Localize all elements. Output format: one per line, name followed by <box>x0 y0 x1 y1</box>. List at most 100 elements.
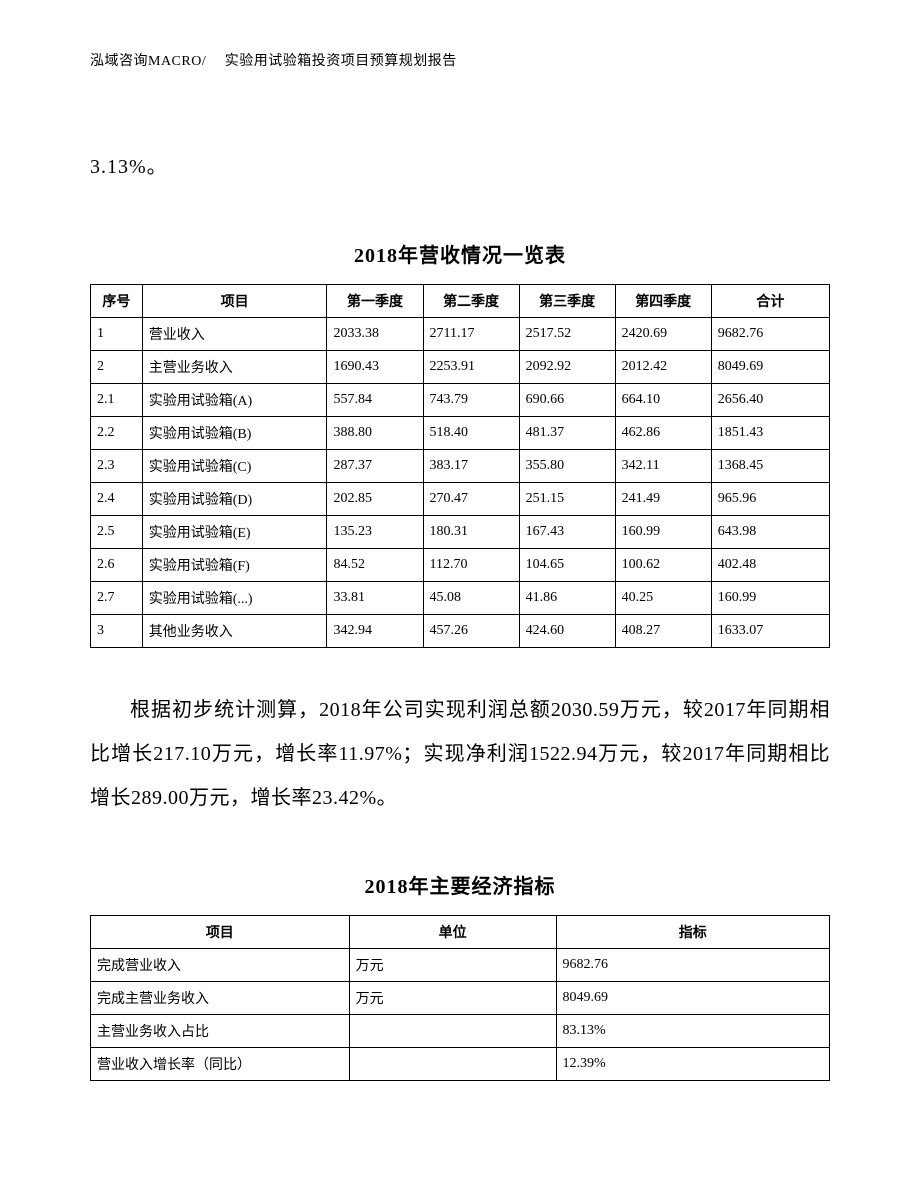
table-cell: 83.13% <box>556 1015 829 1048</box>
page-header: 泓域咨询MACRO/ 实验用试验箱投资项目预算规划报告 <box>90 50 830 70</box>
table-cell: 2253.91 <box>423 351 519 384</box>
table-cell: 643.98 <box>711 516 829 549</box>
table-cell: 402.48 <box>711 549 829 582</box>
table-row: 完成营业收入万元9682.76 <box>91 949 830 982</box>
table-row: 3其他业务收入342.94457.26424.60408.271633.07 <box>91 615 830 648</box>
table-cell: 383.17 <box>423 450 519 483</box>
table-cell: 营业收入 <box>142 318 327 351</box>
table-cell: 45.08 <box>423 582 519 615</box>
table-cell: 388.80 <box>327 417 423 450</box>
table-cell: 2.4 <box>91 483 143 516</box>
table-cell: 完成营业收入 <box>91 949 350 982</box>
col-header: 第一季度 <box>327 285 423 318</box>
table-cell: 完成主营业务收入 <box>91 982 350 1015</box>
table-cell: 2.1 <box>91 384 143 417</box>
table1-title: 2018年营收情况一览表 <box>90 239 830 268</box>
table-cell: 2517.52 <box>519 318 615 351</box>
col-header: 指标 <box>556 916 829 949</box>
col-header: 项目 <box>142 285 327 318</box>
table-cell: 9682.76 <box>556 949 829 982</box>
table-row: 2.5实验用试验箱(E)135.23180.31167.43160.99643.… <box>91 516 830 549</box>
col-header: 合计 <box>711 285 829 318</box>
table-cell: 424.60 <box>519 615 615 648</box>
table-cell: 1633.07 <box>711 615 829 648</box>
table-cell: 965.96 <box>711 483 829 516</box>
table2-title: 2018年主要经济指标 <box>90 870 830 899</box>
table-cell: 251.15 <box>519 483 615 516</box>
table-cell: 9682.76 <box>711 318 829 351</box>
table-cell: 481.37 <box>519 417 615 450</box>
table-header-row: 项目 单位 指标 <box>91 916 830 949</box>
table-row: 2.2实验用试验箱(B)388.80518.40481.37462.861851… <box>91 417 830 450</box>
col-header: 项目 <box>91 916 350 949</box>
table-cell: 实验用试验箱(...) <box>142 582 327 615</box>
table-cell: 2.2 <box>91 417 143 450</box>
table-row: 2主营业务收入1690.432253.912092.922012.428049.… <box>91 351 830 384</box>
table-cell: 33.81 <box>327 582 423 615</box>
table-cell: 355.80 <box>519 450 615 483</box>
table-cell: 万元 <box>349 982 556 1015</box>
table-cell: 2.6 <box>91 549 143 582</box>
table-cell: 实验用试验箱(D) <box>142 483 327 516</box>
table-cell: 8049.69 <box>556 982 829 1015</box>
table-cell: 8049.69 <box>711 351 829 384</box>
table-row: 营业收入增长率（同比）12.39% <box>91 1048 830 1081</box>
table-cell: 1690.43 <box>327 351 423 384</box>
table-cell: 实验用试验箱(A) <box>142 384 327 417</box>
table-cell: 2711.17 <box>423 318 519 351</box>
table-cell: 84.52 <box>327 549 423 582</box>
table-cell: 主营业务收入占比 <box>91 1015 350 1048</box>
table-cell: 112.70 <box>423 549 519 582</box>
table-cell: 2.3 <box>91 450 143 483</box>
table-cell: 其他业务收入 <box>142 615 327 648</box>
table-cell: 557.84 <box>327 384 423 417</box>
col-header: 第三季度 <box>519 285 615 318</box>
table-header-row: 序号 项目 第一季度 第二季度 第三季度 第四季度 合计 <box>91 285 830 318</box>
table-cell: 664.10 <box>615 384 711 417</box>
table-cell: 342.11 <box>615 450 711 483</box>
table-row: 完成主营业务收入万元8049.69 <box>91 982 830 1015</box>
table-cell: 营业收入增长率（同比） <box>91 1048 350 1081</box>
col-header: 第四季度 <box>615 285 711 318</box>
table-cell: 40.25 <box>615 582 711 615</box>
table-row: 2.4实验用试验箱(D)202.85270.47251.15241.49965.… <box>91 483 830 516</box>
table-cell: 2656.40 <box>711 384 829 417</box>
table-cell: 1851.43 <box>711 417 829 450</box>
fragment-text: 3.13%。 <box>90 150 830 179</box>
table-cell: 160.99 <box>615 516 711 549</box>
table-cell: 202.85 <box>327 483 423 516</box>
table-row: 2.3实验用试验箱(C)287.37383.17355.80342.111368… <box>91 450 830 483</box>
table-cell: 2 <box>91 351 143 384</box>
table-cell: 241.49 <box>615 483 711 516</box>
table-cell: 实验用试验箱(B) <box>142 417 327 450</box>
table-cell: 1368.45 <box>711 450 829 483</box>
table-cell: 100.62 <box>615 549 711 582</box>
table-cell: 主营业务收入 <box>142 351 327 384</box>
body-paragraph: 根据初步统计测算，2018年公司实现利润总额2030.59万元，较2017年同期… <box>90 688 830 820</box>
table-cell: 实验用试验箱(E) <box>142 516 327 549</box>
table-cell: 2.7 <box>91 582 143 615</box>
table-cell: 287.37 <box>327 450 423 483</box>
col-header: 序号 <box>91 285 143 318</box>
table-cell: 167.43 <box>519 516 615 549</box>
table-cell: 1 <box>91 318 143 351</box>
table-cell: 3 <box>91 615 143 648</box>
table-cell: 457.26 <box>423 615 519 648</box>
table-cell: 实验用试验箱(C) <box>142 450 327 483</box>
table-cell <box>349 1015 556 1048</box>
table-cell <box>349 1048 556 1081</box>
table-cell: 2033.38 <box>327 318 423 351</box>
table-cell: 408.27 <box>615 615 711 648</box>
col-header: 单位 <box>349 916 556 949</box>
table-row: 2.1实验用试验箱(A)557.84743.79690.66664.102656… <box>91 384 830 417</box>
table-cell: 2092.92 <box>519 351 615 384</box>
table-cell: 462.86 <box>615 417 711 450</box>
table-cell: 2.5 <box>91 516 143 549</box>
table-cell: 104.65 <box>519 549 615 582</box>
table-cell: 2420.69 <box>615 318 711 351</box>
table-cell: 135.23 <box>327 516 423 549</box>
table-row: 2.7实验用试验箱(...)33.8145.0841.8640.25160.99 <box>91 582 830 615</box>
table-cell: 160.99 <box>711 582 829 615</box>
table-cell: 518.40 <box>423 417 519 450</box>
table-cell: 342.94 <box>327 615 423 648</box>
